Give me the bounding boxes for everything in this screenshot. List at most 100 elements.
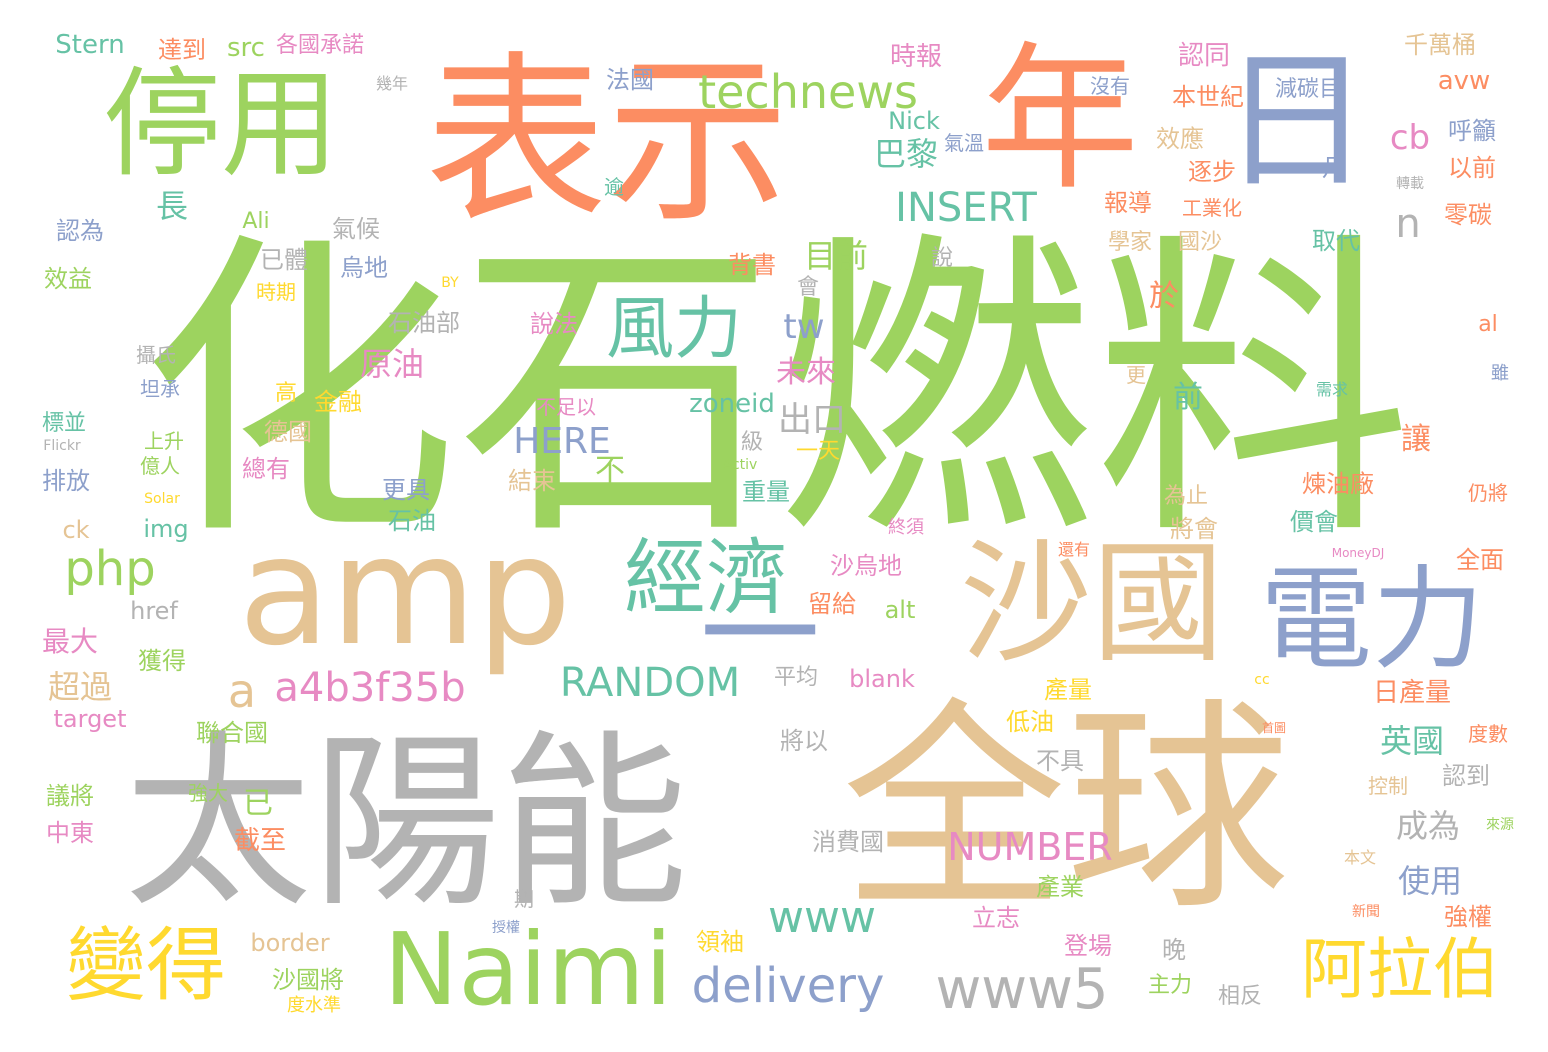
word-shawudi: 沙烏地 bbox=[830, 552, 902, 580]
word-gongyehua: 工業化 bbox=[1182, 196, 1242, 220]
word-qudai: 取代 bbox=[1312, 227, 1360, 255]
word-lizhi: 立志 bbox=[972, 904, 1020, 932]
word-img: img bbox=[143, 515, 189, 543]
word-dadao: 達到 bbox=[158, 36, 206, 64]
word-qihou: 氣候 bbox=[332, 215, 380, 243]
word-chanliang: 產量 bbox=[1044, 676, 1092, 704]
word-chengwei: 成為 bbox=[1395, 807, 1461, 845]
word-yijiang: 議將 bbox=[46, 782, 94, 810]
word-cb: cb bbox=[1389, 118, 1431, 158]
word-geng: 更 bbox=[1126, 363, 1146, 387]
word-lianyouchang: 煉油廠 bbox=[1302, 470, 1374, 498]
word-benshiji: 本世紀 bbox=[1172, 83, 1244, 111]
word-baodao: 報導 bbox=[1104, 189, 1152, 217]
word-wan: 晚 bbox=[1162, 936, 1186, 964]
word-deguo: 德國 bbox=[264, 418, 312, 446]
word-qiangquan: 強權 bbox=[1444, 903, 1492, 931]
word-blank: blank bbox=[849, 665, 915, 693]
word-sheshi: 攝氏 bbox=[136, 343, 176, 367]
word-yue: 月 bbox=[1322, 154, 1346, 182]
word-weilai: 未來 bbox=[776, 355, 836, 390]
word-number: NUMBER bbox=[947, 825, 1113, 869]
word-renwei: 認為 bbox=[56, 217, 104, 245]
word-buzuyi: 不足以 bbox=[536, 395, 596, 419]
word-xinwen: 新聞 bbox=[1352, 904, 1380, 920]
word-jianghui: 將會 bbox=[1170, 515, 1218, 543]
word-src: src bbox=[227, 33, 265, 63]
word-ali: Ali bbox=[242, 209, 270, 234]
word-shuo: 說 bbox=[930, 246, 954, 271]
word-zhuli: 主力 bbox=[1147, 973, 1193, 998]
word-shuofa: 說法 bbox=[530, 310, 578, 338]
word-technews: technews bbox=[698, 65, 918, 119]
word-yi-already: 已 bbox=[243, 786, 273, 821]
word-fengli: 風力 bbox=[605, 290, 743, 369]
word-chaoguo: 超過 bbox=[47, 668, 113, 706]
word-kongzhi: 控制 bbox=[1368, 774, 1408, 798]
word-www: www bbox=[768, 892, 876, 943]
word-nick: Nick bbox=[888, 107, 940, 135]
word-naimi: Naimi bbox=[383, 911, 673, 1028]
word-ck: ck bbox=[62, 516, 90, 544]
word-jinrong: 金融 bbox=[314, 388, 362, 416]
word-chang: 長 bbox=[155, 187, 189, 225]
word-amp: amp bbox=[238, 505, 572, 679]
word-gengju: 更具 bbox=[382, 476, 430, 504]
word-ji: 級 bbox=[740, 430, 764, 455]
word-shaguojiang: 沙國將 bbox=[272, 966, 344, 994]
word-border: border bbox=[250, 929, 330, 957]
word-rentong: 認同 bbox=[1177, 41, 1231, 71]
word-richanliang: 日產量 bbox=[1372, 678, 1452, 708]
word-a4b3f35b: a4b3f35b bbox=[274, 665, 466, 711]
word-shibao: 時報 bbox=[889, 42, 943, 72]
word-huyu: 呼籲 bbox=[1448, 117, 1496, 145]
word-qi: 期 bbox=[514, 887, 534, 911]
word-www5: www5 bbox=[935, 957, 1109, 1022]
word-dianli: 電力 bbox=[1260, 555, 1484, 685]
word-chukou: 出口 bbox=[778, 400, 846, 440]
word-buju: 不具 bbox=[1036, 747, 1084, 775]
word-yu-at: 於 bbox=[1149, 279, 1179, 314]
word-solar: Solar bbox=[144, 491, 180, 507]
word-stern: Stern bbox=[55, 30, 125, 60]
word-alt: alt bbox=[884, 596, 916, 624]
word-faguo: 法國 bbox=[606, 66, 654, 94]
word-shiqi: 時期 bbox=[256, 280, 296, 304]
word-zhongxu: 終須 bbox=[888, 517, 924, 538]
word-lianheguo: 聯合國 bbox=[196, 719, 268, 747]
word-sui: 雖 bbox=[1491, 363, 1509, 384]
word-bu: 不 bbox=[595, 453, 625, 488]
word-moneydj: MoneyDJ bbox=[1331, 546, 1385, 560]
word-haiyou: 還有 bbox=[1057, 540, 1091, 559]
word-tancheng: 坦承 bbox=[140, 377, 180, 401]
word-cc: cc bbox=[1254, 672, 1270, 688]
word-quanmian: 全面 bbox=[1456, 546, 1504, 574]
word-xiaofeiguo: 消費國 bbox=[812, 828, 884, 856]
word-zhubu: 逐步 bbox=[1188, 158, 1236, 186]
word-tingyong: 停用 bbox=[102, 55, 340, 193]
word-huode: 獲得 bbox=[138, 647, 186, 675]
word-delivery: delivery bbox=[691, 958, 885, 1014]
word-taiyangneng: 太陽能 bbox=[124, 714, 688, 933]
word-php: php bbox=[64, 541, 156, 597]
word-geguochengnuo: 各國承諾 bbox=[275, 33, 365, 58]
word-biaobing: 標並 bbox=[41, 411, 87, 436]
word-liugei: 留給 bbox=[808, 590, 856, 618]
word-jingji: 經濟 bbox=[623, 531, 789, 626]
word-wudi: 烏地 bbox=[340, 254, 388, 282]
word-zhongliang: 重量 bbox=[742, 478, 790, 506]
word-dushuizhun: 度水準 bbox=[287, 995, 341, 1016]
word-dengchang: 登場 bbox=[1064, 932, 1112, 960]
word-flickr: Flickr bbox=[43, 438, 81, 454]
word-yuanyou: 原油 bbox=[359, 345, 425, 383]
word-ri: 日 bbox=[1220, 35, 1372, 209]
word-yu: 逾 bbox=[604, 175, 624, 199]
word-zhongdong: 中東 bbox=[46, 819, 94, 847]
word-jinian: 幾年 bbox=[375, 74, 409, 93]
word-yingguo: 英國 bbox=[1379, 722, 1445, 760]
word-xuejia: 學家 bbox=[1107, 230, 1153, 255]
word-n: n bbox=[1395, 201, 1421, 247]
word-random: RANDOM bbox=[559, 660, 741, 706]
word-alabo: 阿拉伯 bbox=[1301, 931, 1499, 1008]
word-yiqian: 以前 bbox=[1448, 154, 1496, 182]
